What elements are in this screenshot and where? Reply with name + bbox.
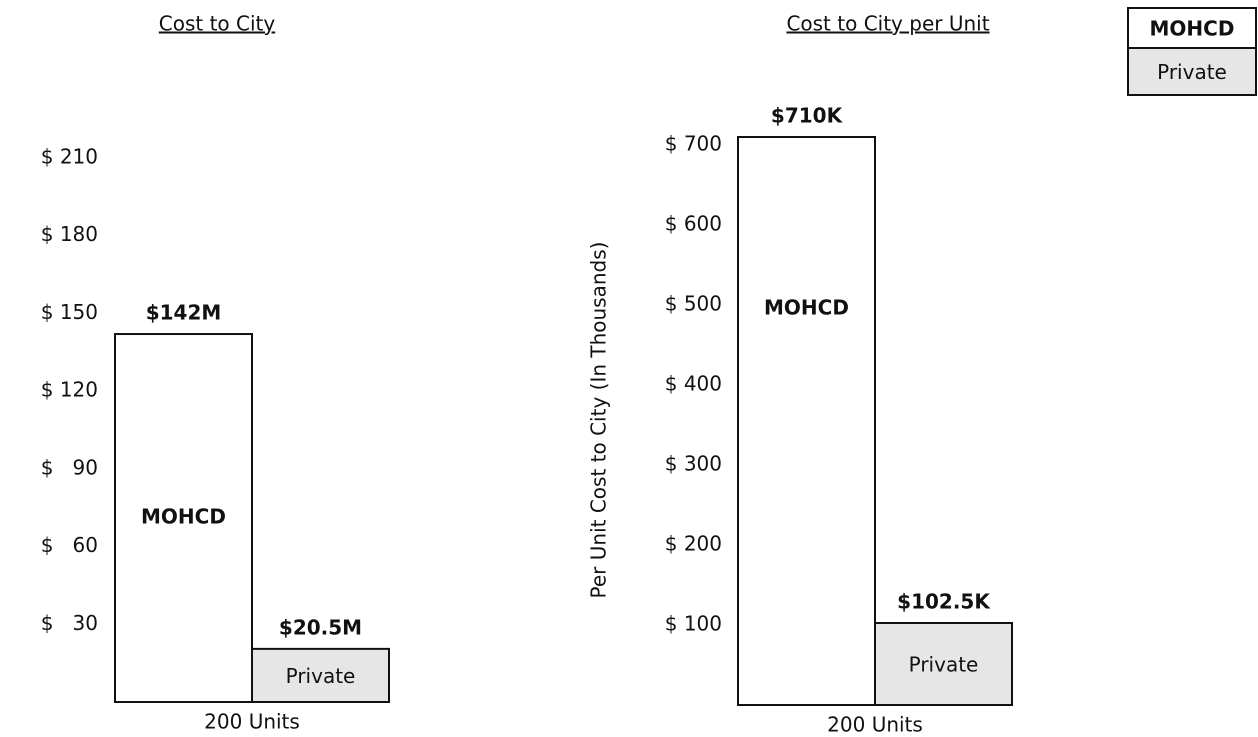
legend-label: Private bbox=[1157, 60, 1227, 84]
bar bbox=[251, 647, 390, 703]
bar bbox=[114, 333, 253, 703]
x-axis-label: 200 Units bbox=[204, 710, 300, 734]
value-label: $20.5M bbox=[279, 615, 362, 639]
bar-category-label: Private bbox=[286, 664, 356, 688]
chart-title: Cost to City per Unit bbox=[786, 12, 989, 36]
y-tick-label: $ 90 bbox=[41, 455, 98, 479]
y-tick-label: $ 400 bbox=[665, 372, 722, 396]
y-axis-label: Per Unit Cost to City (In Thousands) bbox=[587, 242, 611, 599]
y-tick-label: $ 700 bbox=[665, 132, 722, 156]
y-tick-label: $ 120 bbox=[41, 378, 98, 402]
y-tick-label: $ 500 bbox=[665, 292, 722, 316]
bar-category-label: MOHCD bbox=[141, 505, 226, 529]
y-tick-label: $ 200 bbox=[665, 532, 722, 556]
value-label: $102.5K bbox=[897, 590, 991, 614]
y-tick-label: $ 100 bbox=[665, 612, 722, 636]
value-label: $142M bbox=[146, 301, 222, 325]
legend-swatch bbox=[1127, 47, 1257, 96]
chart-title: Cost to City bbox=[159, 12, 276, 36]
y-tick-label: $ 150 bbox=[41, 300, 98, 324]
bar bbox=[737, 136, 876, 706]
bar-category-label: MOHCD bbox=[764, 296, 849, 320]
y-tick-label: $ 30 bbox=[41, 611, 98, 635]
x-axis-label: 200 Units bbox=[827, 713, 923, 737]
y-tick-label: $ 210 bbox=[41, 144, 98, 168]
y-tick-label: $ 300 bbox=[665, 452, 722, 476]
bar-category-label: Private bbox=[909, 653, 979, 677]
value-label: $710K bbox=[771, 104, 844, 128]
legend-swatch bbox=[1127, 7, 1257, 49]
y-tick-label: $ 600 bbox=[665, 212, 722, 236]
y-tick-label: $ 180 bbox=[41, 222, 98, 246]
y-tick-label: $ 60 bbox=[41, 533, 98, 557]
legend-label: MOHCD bbox=[1150, 17, 1235, 41]
